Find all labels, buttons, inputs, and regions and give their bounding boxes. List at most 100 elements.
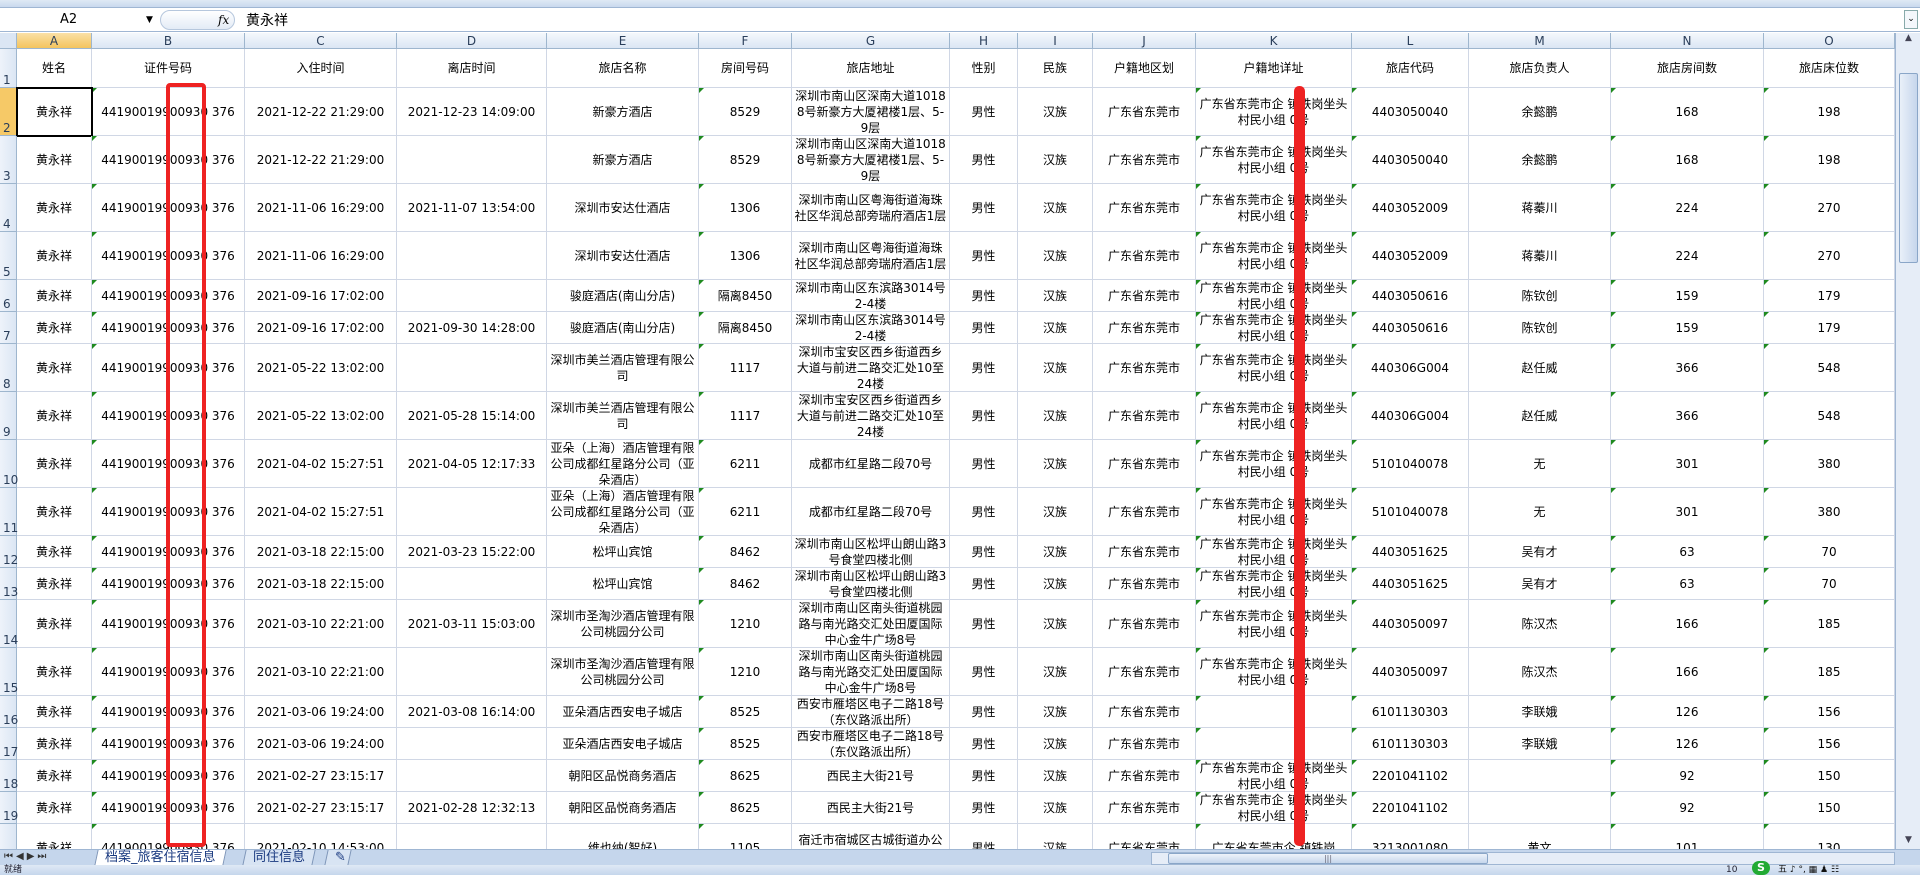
cell-M8[interactable]: 赵任威 [1469,344,1611,392]
column-header-L[interactable]: L [1352,33,1469,49]
cell-K15[interactable]: 广东省东莞市企 镇铁岗坐头村民小组 0号 [1196,648,1352,696]
cell-L14[interactable]: 4403050097 [1352,600,1469,648]
cell-N11[interactable]: 301 [1611,488,1764,536]
cell-F9[interactable]: 1117 [699,392,792,440]
cell-I16[interactable]: 汉族 [1018,696,1093,728]
column-header-K[interactable]: K [1196,33,1352,49]
sheet-tab-cohabit[interactable]: 同住信息 [242,850,316,865]
cell-A3[interactable]: 黄永祥 [17,136,92,184]
cell-F14[interactable]: 1210 [699,600,792,648]
cell-D11[interactable] [397,488,547,536]
cell-I10[interactable]: 汉族 [1018,440,1093,488]
cell-J6[interactable]: 广东省东莞市 [1093,280,1196,312]
cell-J11[interactable]: 广东省东莞市 [1093,488,1196,536]
cell-F16[interactable]: 8525 [699,696,792,728]
cell-G8[interactable]: 深圳市宝安区西乡街道西乡大道与前进二路交汇处10至24楼 [792,344,950,392]
cell-D18[interactable] [397,760,547,792]
cell-D13[interactable] [397,568,547,600]
cell-E19[interactable]: 朝阳区品悦商务酒店 [547,792,699,824]
ime-logo-icon[interactable]: S [1752,861,1770,875]
cell-G20[interactable]: 宿迁市宿城区古城街道办公大楼（地上北一层、地 [792,824,950,849]
cell-M15[interactable]: 陈汉杰 [1469,648,1611,696]
cell-F8[interactable]: 1117 [699,344,792,392]
row-header[interactable]: 13 [0,568,18,600]
cell-E7[interactable]: 骏庭酒店(南山分店) [547,312,699,344]
header-cell[interactable]: 旅店地址 [792,49,950,88]
cell-K8[interactable]: 广东省东莞市企 镇铁岗坐头村民小组 0号 [1196,344,1352,392]
row-header[interactable]: 6 [0,280,17,312]
cell-N13[interactable]: 63 [1611,568,1764,600]
cell-G6[interactable]: 深圳市南山区东滨路3014号2-4楼 [792,280,950,312]
cell-A20[interactable]: 黄永祥 [17,824,92,849]
cell-O14[interactable]: 185 [1764,600,1895,648]
cell-C15[interactable]: 2021-03-10 22:21:00 [245,648,397,696]
cell-J12[interactable]: 广东省东莞市 [1093,536,1196,568]
cell-A18[interactable]: 黄永祥 [17,760,92,792]
row-header[interactable]: 5 [0,232,17,280]
cell-J20[interactable]: 广东省东莞市 [1093,824,1196,849]
cell-G19[interactable]: 西民主大街21号 [792,792,950,824]
cell-C6[interactable]: 2021-09-16 17:02:00 [245,280,397,312]
cell-J18[interactable]: 广东省东莞市 [1093,760,1196,792]
insert-function-icon[interactable]: fx [218,12,230,27]
cell-J4[interactable]: 广东省东莞市 [1093,184,1196,232]
cell-M14[interactable]: 陈汉杰 [1469,600,1611,648]
row-header[interactable]: 4 [0,184,17,232]
cell-A8[interactable]: 黄永祥 [17,344,92,392]
cell-G4[interactable]: 深圳市南山区粤海街道海珠社区华润总部旁瑞府酒店1层 [792,184,950,232]
cell-N15[interactable]: 166 [1611,648,1764,696]
cell-C20[interactable]: 2021-02-10 14:53:00 [245,824,397,849]
cell-M6[interactable]: 陈钦创 [1469,280,1611,312]
cell-F5[interactable]: 1306 [699,232,792,280]
cell-O12[interactable]: 70 [1764,536,1895,568]
formula-input[interactable]: 黄永祥 [246,12,288,29]
cell-O10[interactable]: 380 [1764,440,1895,488]
cell-I5[interactable]: 汉族 [1018,232,1093,280]
cell-H17[interactable]: 男性 [950,728,1018,760]
cell-G15[interactable]: 深圳市南山区南头街道桃园路与南光路交汇处田厦国际中心金牛广场8号 [792,648,950,696]
cell-D4[interactable]: 2021-11-07 13:54:00 [397,184,547,232]
cell-D12[interactable]: 2021-03-23 15:22:00 [397,536,547,568]
cell-O7[interactable]: 179 [1764,312,1895,344]
cell-K14[interactable]: 广东省东莞市企 镇铁岗坐头村民小组 0号 [1196,600,1352,648]
cell-G10[interactable]: 成都市红星路二段70号 [792,440,950,488]
cell-A7[interactable]: 黄永祥 [17,312,92,344]
row-header[interactable]: 9 [0,392,17,440]
header-cell[interactable]: 旅店床位数 [1764,49,1895,88]
cell-H15[interactable]: 男性 [950,648,1018,696]
cell-I19[interactable]: 汉族 [1018,792,1093,824]
row-header[interactable]: 2 [0,88,17,136]
cell-A9[interactable]: 黄永祥 [17,392,92,440]
cell-L12[interactable]: 4403051625 [1352,536,1469,568]
cell-I4[interactable]: 汉族 [1018,184,1093,232]
header-cell[interactable]: 民族 [1018,49,1093,88]
cell-O20[interactable]: 130 [1764,824,1895,849]
cell-C14[interactable]: 2021-03-10 22:21:00 [245,600,397,648]
cell-O3[interactable]: 198 [1764,136,1895,184]
cell-C3[interactable]: 2021-12-22 21:29:00 [245,136,397,184]
cell-K11[interactable]: 广东省东莞市企 镇铁岗坐头村民小组 0号 [1196,488,1352,536]
cell-H11[interactable]: 男性 [950,488,1018,536]
cell-J7[interactable]: 广东省东莞市 [1093,312,1196,344]
column-header-O[interactable]: O [1764,33,1895,49]
cell-I18[interactable]: 汉族 [1018,760,1093,792]
cell-H12[interactable]: 男性 [950,536,1018,568]
cell-M7[interactable]: 陈钦创 [1469,312,1611,344]
cell-L5[interactable]: 4403052009 [1352,232,1469,280]
cell-G12[interactable]: 深圳市南山区松坪山朗山路3号食堂四楼北侧 [792,536,950,568]
cell-G13[interactable]: 深圳市南山区松坪山朗山路3号食堂四楼北侧 [792,568,950,600]
cell-E18[interactable]: 朝阳区品悦商务酒店 [547,760,699,792]
cell-K3[interactable]: 广东省东莞市企 镇铁岗坐头村民小组 0号 [1196,136,1352,184]
cell-K4[interactable]: 广东省东莞市企 镇铁岗坐头村民小组 0号 [1196,184,1352,232]
insert-sheet-icon[interactable]: ✎ [324,850,352,865]
cell-M12[interactable]: 吴有才 [1469,536,1611,568]
column-header-F[interactable]: F [699,33,792,49]
cell-I9[interactable]: 汉族 [1018,392,1093,440]
cell-C8[interactable]: 2021-05-22 13:02:00 [245,344,397,392]
cell-I20[interactable]: 汉族 [1018,824,1093,849]
cell-K16[interactable] [1196,696,1352,728]
column-header-E[interactable]: E [547,33,699,49]
cell-C10[interactable]: 2021-04-02 15:27:51 [245,440,397,488]
cell-I7[interactable]: 汉族 [1018,312,1093,344]
cell-A19[interactable]: 黄永祥 [17,792,92,824]
